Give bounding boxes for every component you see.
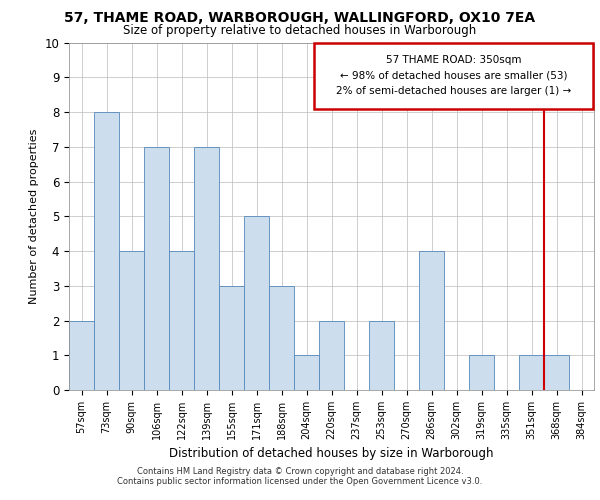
Bar xyxy=(169,251,194,390)
Text: Contains HM Land Registry data © Crown copyright and database right 2024.: Contains HM Land Registry data © Crown c… xyxy=(137,467,463,476)
Bar xyxy=(314,42,593,108)
Bar xyxy=(244,216,269,390)
Bar xyxy=(469,355,494,390)
Bar xyxy=(519,355,544,390)
Bar xyxy=(369,320,394,390)
Text: Contains public sector information licensed under the Open Government Licence v3: Contains public sector information licen… xyxy=(118,477,482,486)
Bar xyxy=(194,147,219,390)
Bar xyxy=(119,251,144,390)
Y-axis label: Number of detached properties: Number of detached properties xyxy=(29,128,39,304)
Text: 57 THAME ROAD: 350sqm
← 98% of detached houses are smaller (53)
2% of semi-detac: 57 THAME ROAD: 350sqm ← 98% of detached … xyxy=(336,55,571,96)
Bar xyxy=(319,320,344,390)
X-axis label: Distribution of detached houses by size in Warborough: Distribution of detached houses by size … xyxy=(169,448,494,460)
Bar xyxy=(269,286,294,390)
Bar xyxy=(219,286,244,390)
Text: 57, THAME ROAD, WARBOROUGH, WALLINGFORD, OX10 7EA: 57, THAME ROAD, WARBOROUGH, WALLINGFORD,… xyxy=(64,11,536,25)
Bar xyxy=(419,251,444,390)
Bar xyxy=(69,320,94,390)
Bar xyxy=(294,355,319,390)
Bar xyxy=(94,112,119,390)
Bar xyxy=(544,355,569,390)
Text: Size of property relative to detached houses in Warborough: Size of property relative to detached ho… xyxy=(124,24,476,37)
Bar xyxy=(144,147,169,390)
